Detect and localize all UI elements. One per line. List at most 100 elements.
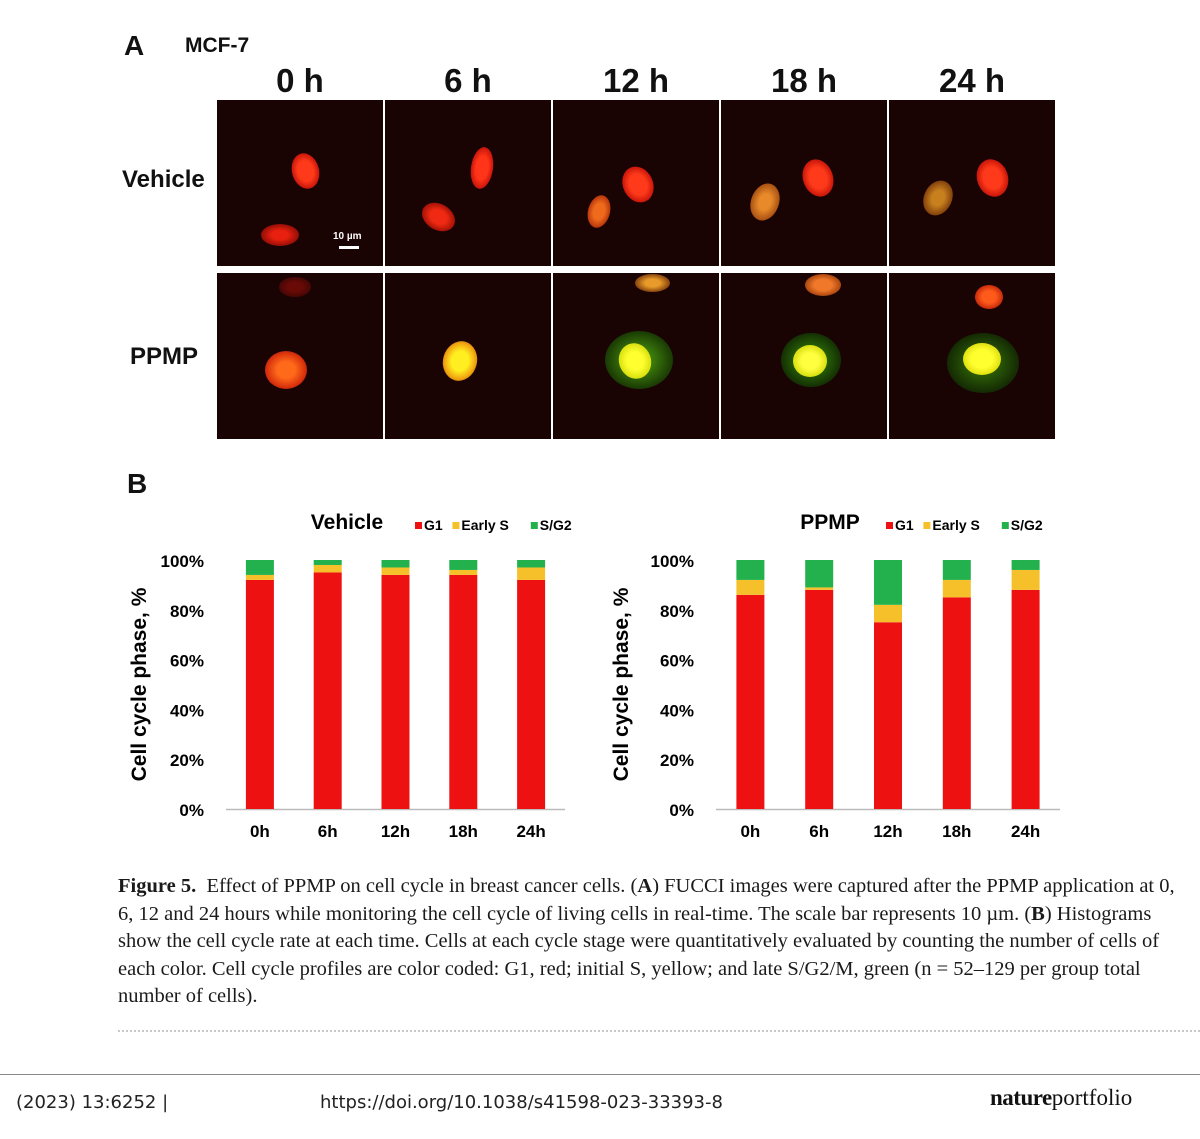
figure-caption: Figure 5. Effect of PPMP on cell cycle i… [118,873,1193,1011]
bar-s-g2-24h [517,560,546,568]
bar-g1-6h [313,572,342,809]
time-label-0h: 0 h [276,62,324,99]
micrograph-vehicle-0h: 10 µm [217,100,383,266]
footer-citation: (2023) 13:6252 | [16,1092,169,1113]
caption-text-3: ) Histograms show the cell cycle rate at… [118,902,1160,1008]
bar-s-g2-0h [245,560,274,575]
micrograph-ppmp-6h [385,273,551,439]
micrograph-vehicle-24h [889,100,1055,266]
y-axis-label: Cell cycle phase, % [128,587,151,781]
row-label-ppmp: PPMP [130,343,199,370]
legend-label: G1 [895,517,914,533]
legend-swatch-g1 [415,522,422,529]
bar-g1-12h [381,574,410,809]
bar-early-s-6h [805,587,834,590]
legend-swatch-early-s [923,522,931,529]
y-tick-label: 20% [170,751,204,770]
cell-line-label: MCF-7 [185,34,250,57]
bar-early-s-18h [449,569,478,575]
x-tick-label: 12h [873,822,902,841]
y-tick-label: 100% [651,552,694,571]
y-tick-label: 20% [660,751,694,770]
bar-s-g2-0h [736,560,765,580]
x-tick-label: 6h [809,822,829,841]
bar-g1-6h [805,589,834,809]
bar-early-s-6h [313,564,342,573]
bar-g1-24h [517,579,546,809]
y-tick-label: 0% [669,801,694,820]
legend-swatch-s-g2 [1001,522,1009,529]
bar-s-g2-18h [449,560,478,570]
scale-bar-label: 10 µm [333,231,362,242]
caption-figure-label: Figure 5. [118,875,197,897]
y-tick-label: 60% [660,652,694,671]
y-axis-label: Cell cycle phase, % [610,587,633,781]
caption-divider [118,1030,1200,1032]
bar-s-g2-24h [1011,560,1040,570]
time-label-24h: 24 h [938,62,1006,99]
x-tick-label: 0h [250,822,270,841]
bar-g1-18h [942,597,971,809]
legend-swatch-s-g2 [530,522,538,529]
y-tick-label: 60% [170,652,204,671]
bar-g1-12h [874,622,902,809]
micrograph-vehicle-6h [385,100,551,266]
micrograph-vehicle-18h [721,100,887,266]
y-tick-label: 80% [660,602,694,621]
legend-swatch-g1 [886,522,893,529]
legend-label: Early S [461,517,508,533]
row-label-vehicle: Vehicle [122,166,205,193]
nature-portfolio-logo: natureportfolio [990,1085,1132,1111]
footer-doi-link[interactable]: https://doi.org/10.1038/s41598-023-33393… [320,1092,723,1113]
caption-text-1: Effect of PPMP on cell cycle in breast c… [206,875,638,897]
bar-s-g2-18h [942,560,971,580]
legend-swatch-early-s [452,522,460,529]
bar-g1-18h [449,574,478,809]
y-tick-label: 100% [161,552,204,571]
micrograph-ppmp-12h [553,273,719,439]
bar-early-s-24h [517,567,546,580]
time-label-12h: 12 h [602,62,670,99]
bar-early-s-0h [736,579,765,595]
x-tick-label: 0h [740,822,760,841]
micrograph-vehicle-12h [553,100,719,266]
bar-s-g2-12h [381,560,410,568]
chart-vehicle: Cell cycle phase, % 0% 20% 40% 60% 80% 100% 0h 6… [128,511,572,841]
time-label-6h: 6 h [444,62,492,99]
legend-label: Early S [932,517,979,533]
chart-title: PPMP [800,511,860,534]
chart-ppmp: Cell cycle phase, % 0% 20% 40% 60% 80% 100% 0h 6… [610,511,1060,841]
x-tick-label: 18h [449,822,478,841]
bar-s-g2-6h [805,560,834,588]
legend-label: S/G2 [1011,517,1043,533]
caption-text-2: ) FUCCI images were captured after the P… [118,875,1175,925]
x-tick-label: 18h [942,822,971,841]
bar-early-s-24h [1011,569,1040,590]
footer-rule [0,1074,1200,1075]
panel-b-label: B [127,468,148,499]
legend-label: S/G2 [540,517,572,533]
bar-early-s-12h [874,604,902,623]
logo-bold: nature [990,1085,1052,1110]
y-tick-label: 40% [170,701,204,720]
bar-early-s-18h [942,579,971,598]
bar-early-s-0h [245,574,274,580]
chart-title: Vehicle [311,511,383,534]
bar-early-s-12h [381,567,410,575]
x-tick-label: 24h [516,822,545,841]
y-tick-label: 80% [170,602,204,621]
x-tick-label: 12h [381,822,410,841]
y-tick-label: 40% [660,701,694,720]
bar-g1-24h [1011,589,1040,809]
micrograph-ppmp-24h [889,273,1055,439]
caption-ref-b: B [1031,902,1045,925]
caption-ref-a: A [637,875,653,897]
y-tick-label: 0% [179,801,204,820]
bar-g1-0h [736,594,765,809]
bar-g1-0h [245,579,274,809]
time-label-18h: 18 h [770,62,838,99]
x-tick-label: 6h [318,822,338,841]
legend-label: G1 [424,517,443,533]
x-tick-label: 24h [1011,822,1040,841]
bar-s-g2-12h [874,560,902,605]
